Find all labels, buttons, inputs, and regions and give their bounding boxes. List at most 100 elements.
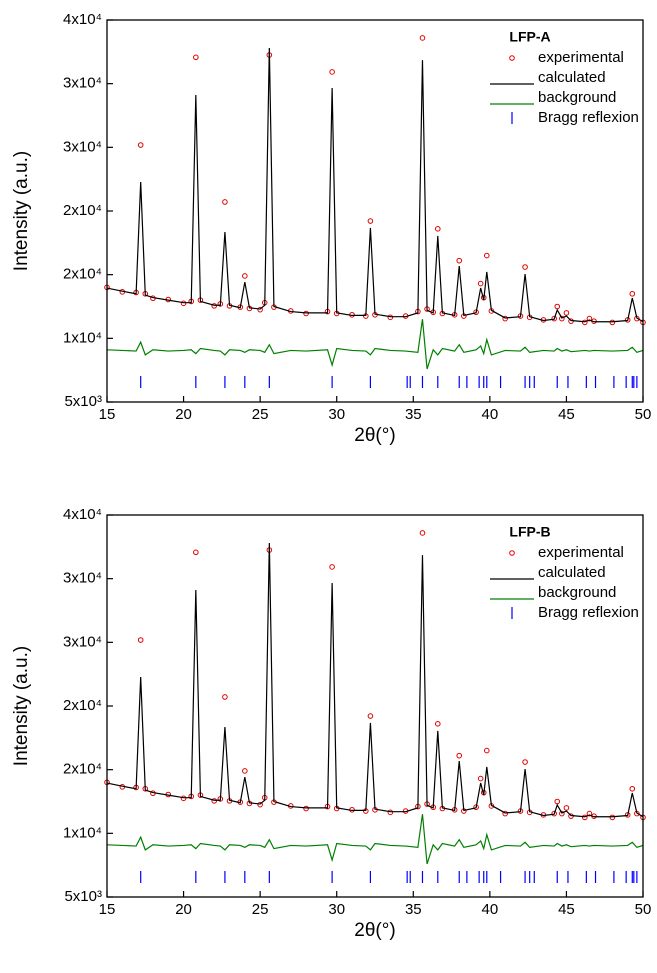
data-point [303, 805, 309, 812]
y-tick-label: 2x10⁴ [63, 266, 102, 283]
legend-label: calculated [538, 69, 606, 86]
data-point [387, 809, 394, 816]
y-tick-label: 2x10⁴ [63, 761, 102, 778]
data-point [303, 310, 309, 317]
x-tick-label: 45 [558, 406, 575, 423]
line-2 [106, 814, 644, 865]
data-point [629, 785, 636, 792]
data-point [387, 314, 394, 321]
data-point [582, 814, 588, 821]
data-point [477, 775, 484, 782]
data-point [483, 252, 490, 259]
y-tick-label: 3x10⁴ [63, 75, 102, 92]
x-tick-label: 20 [175, 406, 192, 423]
x-tick-label: 40 [482, 406, 499, 423]
x-tick-label: 45 [558, 901, 575, 918]
data-point [563, 805, 570, 811]
data-point [222, 694, 228, 700]
data-point [502, 810, 508, 817]
data-point [257, 801, 263, 808]
x-tick-label: 40 [482, 901, 499, 918]
y-tick-label: 5x10³ [64, 393, 102, 410]
data-point [551, 810, 557, 817]
legend-label: calculated [538, 564, 606, 581]
x-tick-label: 25 [252, 406, 269, 423]
data-point [456, 257, 463, 264]
data-point [137, 637, 144, 643]
x-tick-label: 25 [252, 901, 269, 918]
x-tick-label: 50 [635, 406, 652, 423]
data-point [193, 549, 199, 556]
data-point [522, 264, 528, 270]
data-point [456, 752, 463, 759]
data-point [477, 280, 484, 287]
data-point [551, 315, 557, 322]
data-point [522, 759, 528, 765]
data-point [419, 530, 426, 536]
data-point [563, 310, 570, 316]
data-point [434, 226, 441, 232]
x-tick-label: 15 [99, 901, 116, 918]
y-tick-label: 2x10⁴ [63, 697, 102, 714]
x-tick-label: 15 [99, 406, 116, 423]
data-point [559, 315, 565, 322]
legend-title: LFP-B [509, 524, 550, 540]
data-point [502, 315, 508, 322]
y-tick-label: 3x10⁴ [63, 138, 102, 155]
x-tick-label: 30 [328, 406, 345, 423]
data-point [434, 721, 441, 727]
legend-label: background [538, 89, 616, 106]
data-point [242, 273, 248, 279]
data-point [554, 798, 561, 805]
y-tick-label: 5x10³ [64, 888, 102, 905]
legend-title: LFP-A [509, 29, 550, 45]
y-tick-label: 3x10⁴ [63, 570, 102, 587]
data-point [554, 303, 561, 310]
legend-symbol [509, 550, 515, 556]
data-point [609, 319, 616, 326]
data-point [629, 290, 636, 297]
legend-symbol [509, 55, 515, 61]
y-tick-label: 4x10⁴ [63, 506, 102, 523]
x-axis-title: 2θ(°) [354, 425, 395, 446]
data-point [559, 810, 565, 817]
line-1 [106, 542, 644, 818]
data-point [329, 564, 335, 570]
y-tick-label: 1x10⁴ [63, 824, 102, 841]
data-point [586, 315, 593, 322]
data-point [329, 69, 335, 75]
data-point [257, 306, 263, 313]
x-tick-label: 35 [405, 406, 422, 423]
y-axis-title: Intensity (a.u.) [11, 646, 32, 766]
x-axis-title: 2θ(°) [354, 920, 395, 941]
x-tick-label: 30 [328, 901, 345, 918]
line-2 [106, 319, 644, 370]
legend-label: experimental [538, 544, 624, 561]
x-tick-label: 50 [635, 901, 652, 918]
legend-label: background [538, 584, 616, 601]
data-point [222, 199, 228, 205]
legend-label: experimental [538, 49, 624, 66]
legend-label: Bragg reflexion [538, 604, 639, 621]
y-tick-label: 4x10⁴ [63, 11, 102, 28]
data-point [242, 768, 248, 774]
data-point [193, 54, 199, 61]
data-point [137, 142, 144, 148]
data-point [367, 218, 374, 224]
data-point [180, 300, 187, 307]
x-tick-label: 20 [175, 901, 192, 918]
legend-label: Bragg reflexion [538, 109, 639, 126]
y-tick-label: 2x10⁴ [63, 202, 102, 219]
data-point [586, 810, 593, 817]
data-point [483, 747, 490, 754]
y-axis-title: Intensity (a.u.) [11, 151, 32, 271]
data-point [180, 795, 187, 802]
line-1 [106, 47, 644, 323]
data-point [582, 319, 588, 326]
y-tick-label: 1x10⁴ [63, 329, 102, 346]
x-tick-label: 35 [405, 901, 422, 918]
data-point [419, 35, 426, 41]
data-point [609, 814, 616, 821]
y-tick-label: 3x10⁴ [63, 633, 102, 650]
